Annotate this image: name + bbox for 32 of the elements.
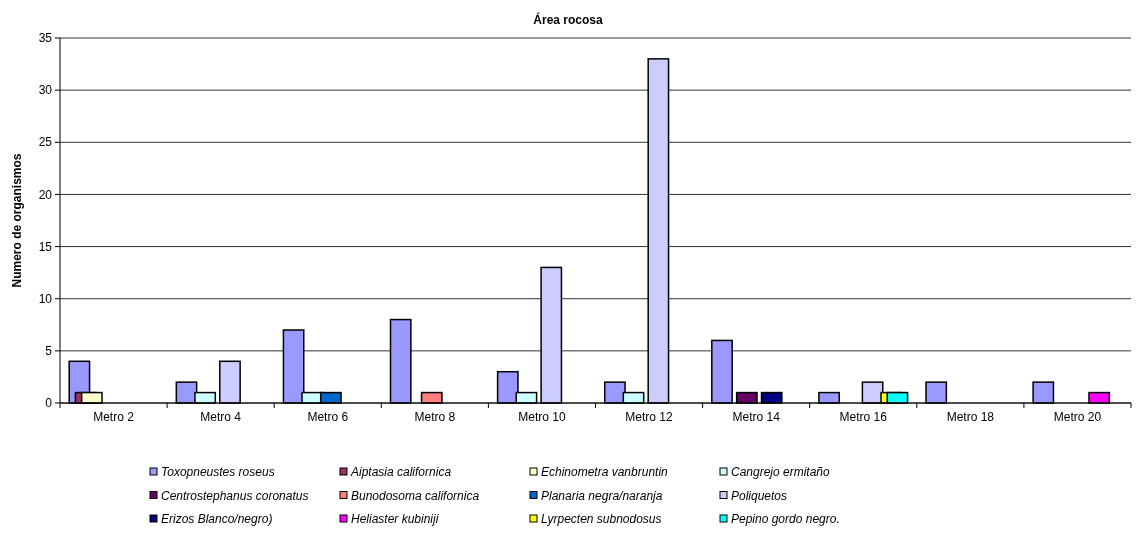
x-tick-label: Metro 4 [200,410,242,424]
y-axis-title: Numero de organismos [10,153,24,288]
x-tick-label: Metro 8 [414,410,456,424]
x-tick-label: Metro 18 [946,410,995,424]
y-tick-label: 20 [38,187,53,202]
x-tick-label: Metro 20 [1053,410,1102,424]
chart-title: Área rocosa [533,12,604,27]
x-tick-label: Metro 10 [518,410,566,424]
legend-label: Poliquetos [731,488,788,503]
legend-label: Pepino gordo negro. [731,512,840,527]
x-tick-label: Metro 16 [839,410,888,424]
legend-label: Echinometra vanbruntin [541,465,669,480]
legend-label: Erizos Blanco/negro) [161,512,273,527]
legend-label: Heliaster kubiniji [351,512,439,527]
y-tick-label: 35 [38,31,53,46]
x-tick-label: Metro 6 [307,410,349,424]
legend-label: Toxopneustes roseus [161,465,275,480]
y-tick-label: 5 [45,344,53,359]
legend-label: Aiptasia californica [350,465,452,480]
y-tick-label: 15 [38,239,53,254]
legend-label: Lyrpecten subnodosus [541,512,662,527]
y-tick-label: 0 [45,396,53,411]
y-tick-label: 30 [38,83,53,98]
y-tick-label: 25 [38,135,53,150]
x-tick-label: Metro 12 [625,410,674,424]
legend-label: Planaria negra/naranja [541,488,663,503]
legend-label: Bunodosoma californica [351,488,480,503]
x-tick-label: Metro 14 [732,410,781,424]
y-tick-label: 10 [38,291,53,306]
x-tick-label: Metro 2 [93,410,135,424]
legend-label: Cangrejo ermitaño [731,465,831,480]
legend-label: Centrostephanus coronatus [161,488,309,503]
